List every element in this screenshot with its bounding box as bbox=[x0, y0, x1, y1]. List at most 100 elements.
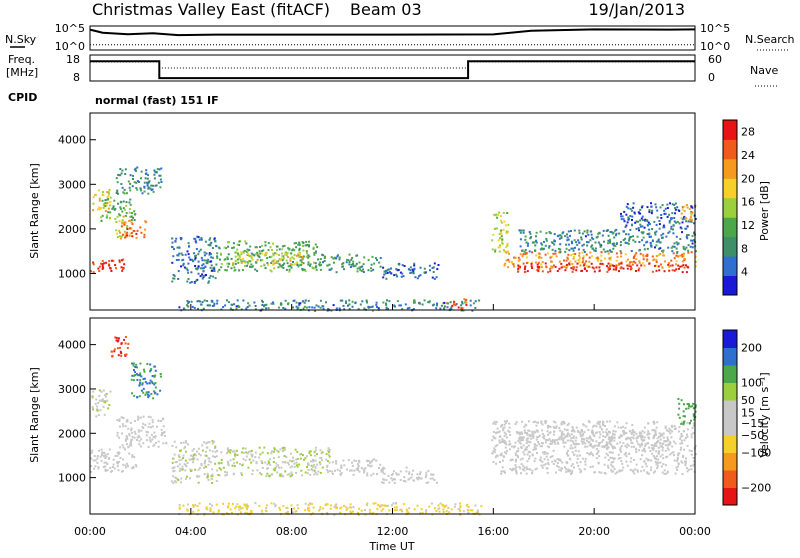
velocity-cell bbox=[576, 429, 579, 432]
velocity-cell bbox=[571, 447, 574, 450]
velocity-cell bbox=[436, 481, 438, 484]
velocity-cell bbox=[605, 441, 608, 444]
power-colorbar-tick: 28 bbox=[741, 126, 755, 139]
power-cell bbox=[431, 276, 434, 279]
velocity-cell bbox=[205, 450, 207, 453]
velocity-cell bbox=[307, 469, 310, 471]
power-cell bbox=[572, 257, 575, 260]
power-cell bbox=[650, 212, 653, 215]
power-cell bbox=[300, 264, 303, 267]
power-cell bbox=[205, 259, 208, 262]
velocity-cell bbox=[471, 509, 474, 512]
velocity-cell bbox=[349, 510, 352, 513]
power-cell bbox=[214, 240, 217, 243]
power-cell bbox=[421, 303, 424, 306]
power-cell bbox=[606, 265, 608, 268]
velocity-cell bbox=[503, 423, 506, 426]
velocity-cell bbox=[198, 502, 201, 505]
power-cell bbox=[284, 253, 287, 256]
velocity-cell bbox=[295, 472, 298, 474]
time-axis-label: Time UT bbox=[368, 540, 414, 553]
velocity-cell bbox=[136, 373, 138, 376]
power-cell bbox=[200, 256, 203, 259]
power-cell bbox=[307, 240, 310, 243]
power-cell bbox=[627, 243, 630, 245]
velocity-cell bbox=[614, 430, 617, 433]
power-cell bbox=[120, 266, 123, 269]
power-cell bbox=[259, 252, 262, 255]
power-cell bbox=[197, 236, 200, 239]
power-cell bbox=[648, 209, 651, 212]
velocity-cell bbox=[543, 451, 546, 453]
power-cell bbox=[274, 261, 277, 264]
power-cell bbox=[537, 261, 540, 264]
velocity-cell bbox=[329, 507, 332, 510]
velocity-cell bbox=[144, 424, 147, 427]
time-tick-label: 16:00 bbox=[477, 525, 509, 538]
power-cell bbox=[555, 255, 558, 258]
power-cell bbox=[144, 173, 147, 175]
power-cell bbox=[326, 309, 329, 312]
power-cell bbox=[201, 259, 204, 262]
velocity-cell bbox=[431, 473, 434, 476]
velocity-cell bbox=[227, 506, 230, 509]
power-cell bbox=[582, 264, 585, 267]
velocity-cell bbox=[612, 430, 615, 432]
velocity-cell bbox=[374, 502, 377, 505]
velocity-cell bbox=[542, 464, 545, 467]
velocity-cell bbox=[391, 479, 394, 482]
velocity-cell bbox=[608, 430, 610, 433]
power-cell bbox=[663, 226, 666, 229]
velocity-cell bbox=[612, 433, 615, 436]
velocity-cell bbox=[679, 442, 682, 445]
power-cell bbox=[286, 252, 289, 255]
power-cell bbox=[136, 180, 139, 183]
power-cell bbox=[229, 307, 232, 310]
velocity-cell bbox=[113, 467, 116, 470]
velocity-cell bbox=[518, 441, 521, 444]
velocity-cell bbox=[180, 481, 182, 484]
velocity-cell bbox=[505, 443, 508, 446]
power-cell bbox=[599, 243, 602, 246]
velocity-cell bbox=[348, 506, 351, 509]
power-cell bbox=[218, 247, 221, 250]
power-cell bbox=[121, 220, 124, 223]
power-cell bbox=[298, 243, 301, 245]
velocity-cell bbox=[393, 506, 396, 509]
power-cell bbox=[659, 253, 662, 255]
power-cell bbox=[629, 207, 632, 210]
power-cell bbox=[640, 206, 643, 209]
power-cell bbox=[382, 276, 385, 279]
power-cell bbox=[606, 229, 609, 232]
power-cell bbox=[673, 217, 676, 219]
velocity-cell bbox=[340, 506, 343, 509]
velocity-cell bbox=[332, 461, 334, 464]
velocity-cell bbox=[251, 453, 254, 456]
power-cell bbox=[507, 223, 510, 226]
power-cell bbox=[694, 218, 697, 220]
velocity-cell bbox=[380, 469, 383, 471]
power-cell bbox=[630, 209, 633, 212]
velocity-cell bbox=[391, 472, 394, 475]
velocity-cell bbox=[305, 455, 308, 458]
power-cell bbox=[577, 239, 580, 242]
power-cell bbox=[685, 264, 687, 267]
velocity-cell bbox=[524, 432, 527, 434]
power-cell bbox=[615, 268, 618, 271]
power-cell bbox=[636, 264, 639, 267]
velocity-cell bbox=[118, 420, 121, 422]
velocity-cell bbox=[142, 442, 145, 445]
velocity-cell bbox=[149, 416, 152, 419]
power-cell bbox=[359, 303, 362, 306]
velocity-cell bbox=[90, 465, 93, 468]
power-cell bbox=[624, 226, 627, 229]
power-cell bbox=[109, 217, 111, 220]
power-cell bbox=[594, 250, 597, 252]
velocity-cell bbox=[186, 462, 189, 464]
velocity-cell bbox=[326, 464, 329, 467]
velocity-cell bbox=[557, 438, 560, 441]
velocity-cell bbox=[504, 441, 507, 444]
power-cell bbox=[566, 239, 569, 242]
velocity-cell bbox=[579, 431, 582, 434]
velocity-cell bbox=[139, 445, 142, 448]
